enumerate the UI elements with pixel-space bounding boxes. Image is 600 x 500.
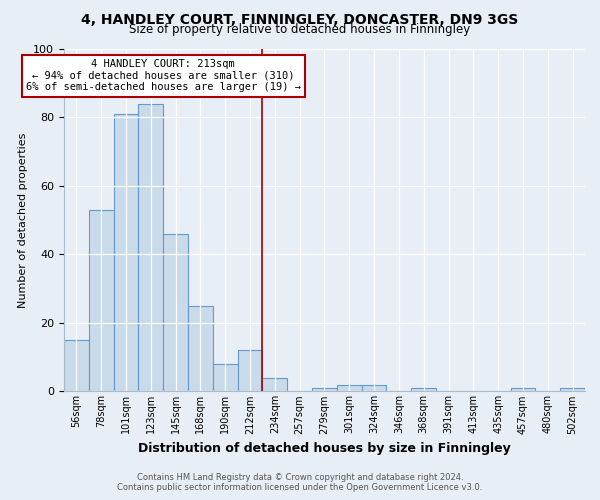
Bar	[362, 384, 386, 392]
Bar	[312, 388, 337, 392]
Bar	[511, 388, 535, 392]
Text: Contains HM Land Registry data © Crown copyright and database right 2024.
Contai: Contains HM Land Registry data © Crown c…	[118, 473, 482, 492]
Bar	[163, 234, 188, 392]
Text: 4 HANDLEY COURT: 213sqm
← 94% of detached houses are smaller (310)
6% of semi-de: 4 HANDLEY COURT: 213sqm ← 94% of detache…	[26, 60, 301, 92]
X-axis label: Distribution of detached houses by size in Finningley: Distribution of detached houses by size …	[138, 442, 511, 455]
Text: Size of property relative to detached houses in Finningley: Size of property relative to detached ho…	[130, 22, 470, 36]
Bar	[64, 340, 89, 392]
Bar	[238, 350, 262, 392]
Bar	[560, 388, 585, 392]
Bar	[113, 114, 139, 392]
Bar	[188, 306, 213, 392]
Bar	[337, 384, 362, 392]
Bar	[262, 378, 287, 392]
Bar	[139, 104, 163, 392]
Bar	[213, 364, 238, 392]
Bar	[89, 210, 113, 392]
Y-axis label: Number of detached properties: Number of detached properties	[17, 132, 28, 308]
Text: 4, HANDLEY COURT, FINNINGLEY, DONCASTER, DN9 3GS: 4, HANDLEY COURT, FINNINGLEY, DONCASTER,…	[82, 12, 518, 26]
Bar	[412, 388, 436, 392]
